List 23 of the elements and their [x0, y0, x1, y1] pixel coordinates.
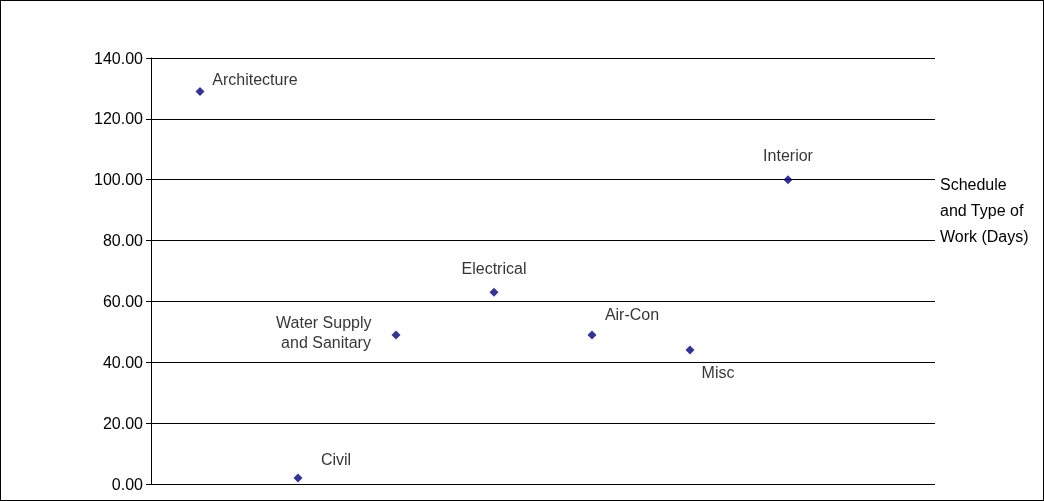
- point: [489, 287, 499, 297]
- series-label: Civil: [320, 451, 352, 469]
- point: [685, 345, 695, 355]
- y-tick-label: 0.00: [111, 475, 144, 493]
- point: [587, 330, 597, 340]
- y-tick-label: 40.00: [102, 353, 144, 371]
- y-axis-title: Schedule and Type of Work (Days): [940, 175, 1029, 245]
- series-label: Architecture: [212, 70, 298, 88]
- y-tick-label: 100.00: [94, 171, 144, 189]
- point: [293, 473, 303, 483]
- y-tick-label: 60.00: [102, 292, 144, 310]
- point: [783, 175, 793, 185]
- series-label: Air-Con: [604, 306, 660, 324]
- point: [195, 86, 205, 96]
- point: [391, 330, 401, 340]
- y-tick-label: 80.00: [102, 232, 144, 250]
- y-tick-label: 120.00: [94, 110, 144, 128]
- series-label: Electrical: [461, 259, 527, 277]
- y-tick-label: 20.00: [102, 414, 144, 432]
- series-label: Misc: [701, 363, 735, 381]
- series-label: Interior: [763, 147, 814, 165]
- y-tick-label: 140.00: [94, 49, 144, 67]
- series-label: Water Supply and Sanitary: [276, 314, 376, 352]
